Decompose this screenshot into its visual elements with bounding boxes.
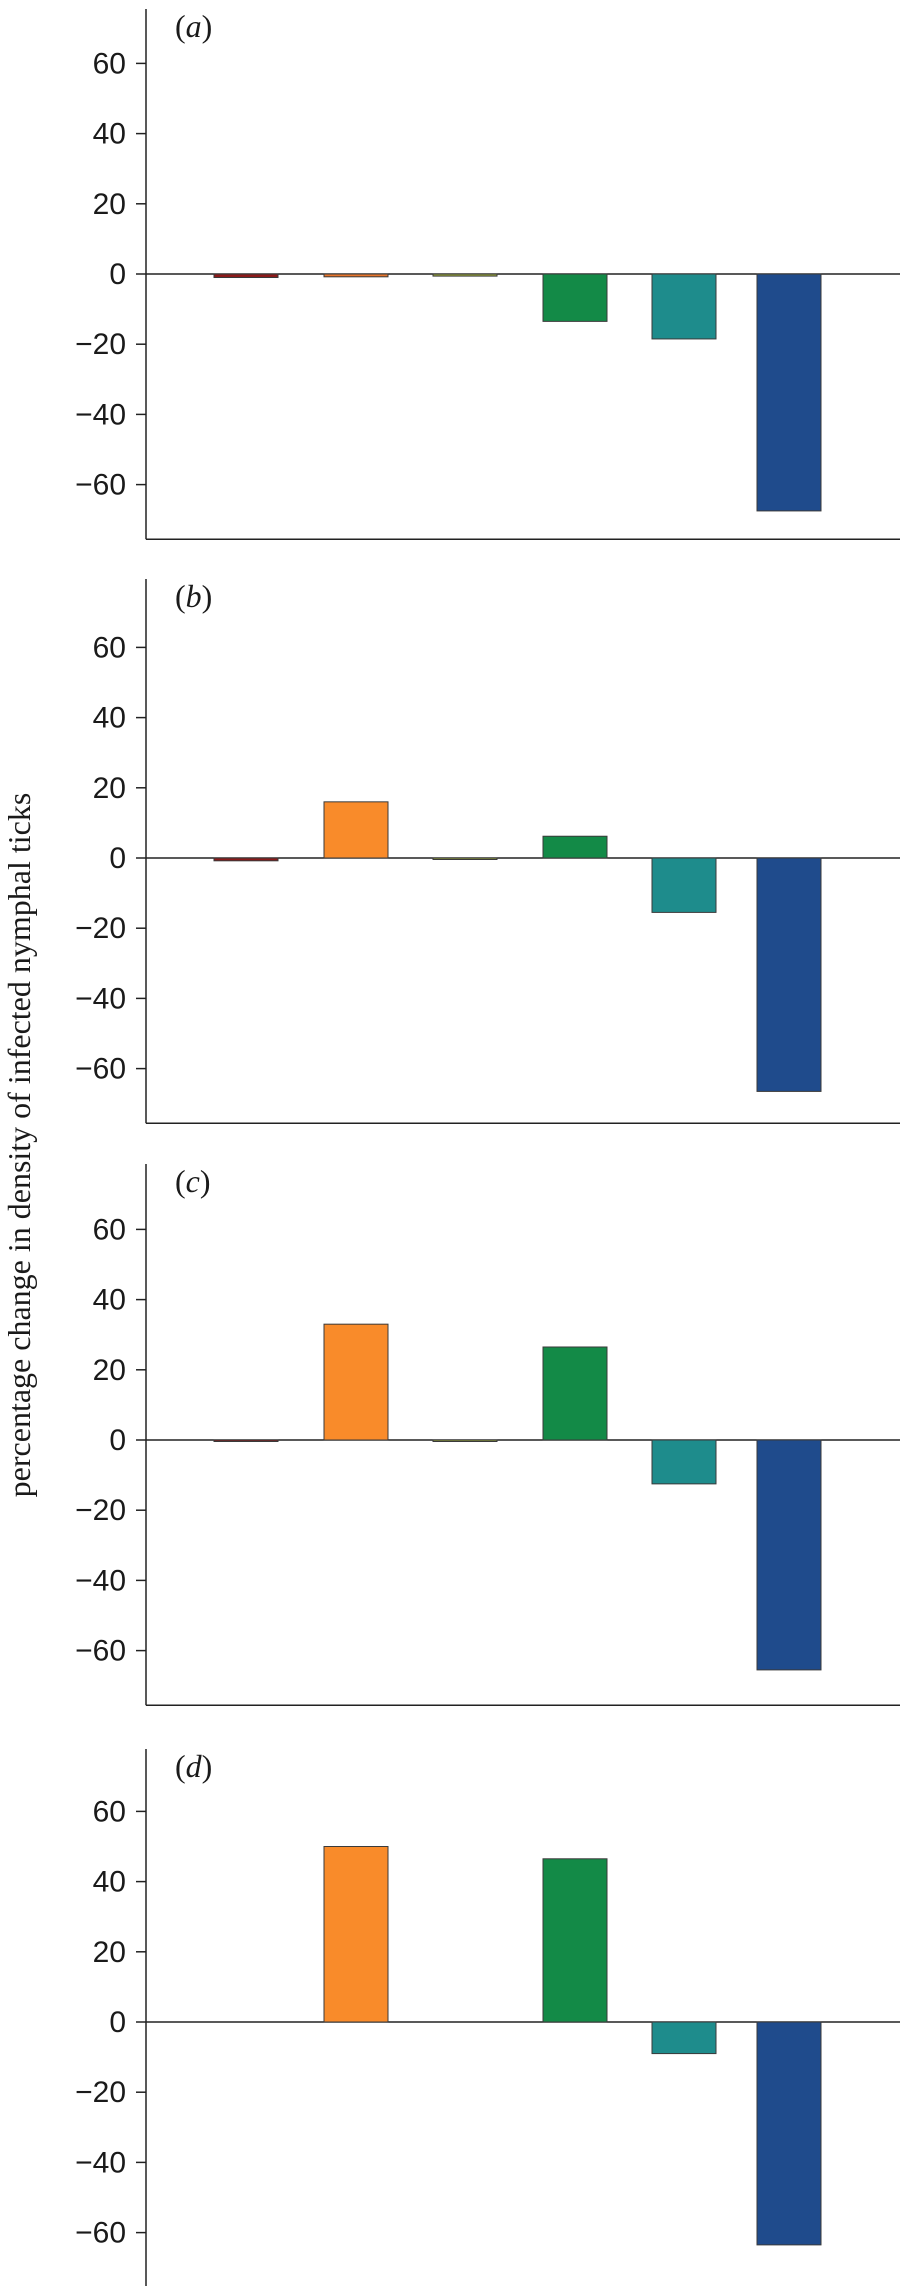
- y-tick-label: −40: [75, 1564, 126, 1597]
- y-tick-label: −60: [75, 469, 126, 502]
- y-tick-label: 0: [109, 1424, 126, 1457]
- bar-1: [213, 1439, 279, 1442]
- y-tick-label: 60: [93, 631, 126, 664]
- y-tick-label: 20: [93, 1354, 126, 1387]
- bar-5: [651, 2021, 717, 2055]
- y-tick-label: −40: [75, 398, 126, 431]
- bar-5: [651, 273, 717, 340]
- y-tick-label: −20: [75, 912, 126, 945]
- y-tick-label: 40: [93, 702, 126, 735]
- panel-b: 60 40 20 0 −20 −40 −60 (b): [75, 578, 900, 1124]
- bar-6: [756, 273, 822, 512]
- y-tick-label: 40: [93, 1866, 126, 1899]
- y-axis-label: percentage change in density of infected…: [1, 793, 37, 1498]
- bar-4: [542, 835, 608, 859]
- y-tick-label: −40: [75, 2146, 126, 2179]
- bar-4: [542, 1346, 608, 1441]
- panel-a: 60 40 20 0 −20 −40 −60 (a): [75, 8, 900, 540]
- bar-2: [323, 801, 389, 859]
- y-tick-label: −40: [75, 982, 126, 1015]
- y-tick-label: 60: [93, 1795, 126, 1828]
- panel-label: (c): [175, 1163, 211, 1199]
- y-tick-label: 0: [109, 2006, 126, 2039]
- y-tick-label: −20: [75, 2076, 126, 2109]
- y-tick-label: 0: [109, 258, 126, 291]
- y-tick-label: −60: [75, 1053, 126, 1086]
- bar-3: [432, 273, 498, 277]
- panel-d: 60 40 20 0 −20 −40 −60 (d): [75, 1748, 900, 2286]
- y-tick-label: 0: [109, 842, 126, 875]
- panel-label: (b): [175, 578, 212, 614]
- bar-6: [756, 1439, 822, 1671]
- bar-6: [756, 857, 822, 1092]
- y-tick-label: 20: [93, 188, 126, 221]
- y-tick-label: −60: [75, 1635, 126, 1668]
- bar-1: [213, 273, 279, 279]
- panel-c: 60 40 20 0 −20 −40 −60 (c): [75, 1163, 900, 1706]
- bar-4: [542, 1858, 608, 2023]
- y-tick-label: 60: [93, 1213, 126, 1246]
- y-tick-label: 20: [93, 772, 126, 805]
- bar-5: [651, 857, 717, 913]
- bar-1: [213, 857, 279, 862]
- bar-6: [756, 2021, 822, 2246]
- bar-2: [323, 273, 389, 278]
- bar-3: [432, 857, 498, 860]
- panel-label: (a): [175, 8, 212, 44]
- y-tick-label: 20: [93, 1936, 126, 1969]
- bar-2: [323, 1323, 389, 1441]
- bar-4: [542, 273, 608, 322]
- panel-label: (d): [175, 1748, 212, 1784]
- bar-3: [432, 1439, 498, 1442]
- bar-2: [323, 1846, 389, 2023]
- y-tick-label: 40: [93, 1284, 126, 1317]
- y-tick-label: −60: [75, 2217, 126, 2250]
- y-tick-label: 60: [93, 47, 126, 80]
- y-tick-label: −20: [75, 328, 126, 361]
- y-tick-label: −20: [75, 1494, 126, 1527]
- y-tick-label: 40: [93, 118, 126, 151]
- bar-5: [651, 1439, 717, 1485]
